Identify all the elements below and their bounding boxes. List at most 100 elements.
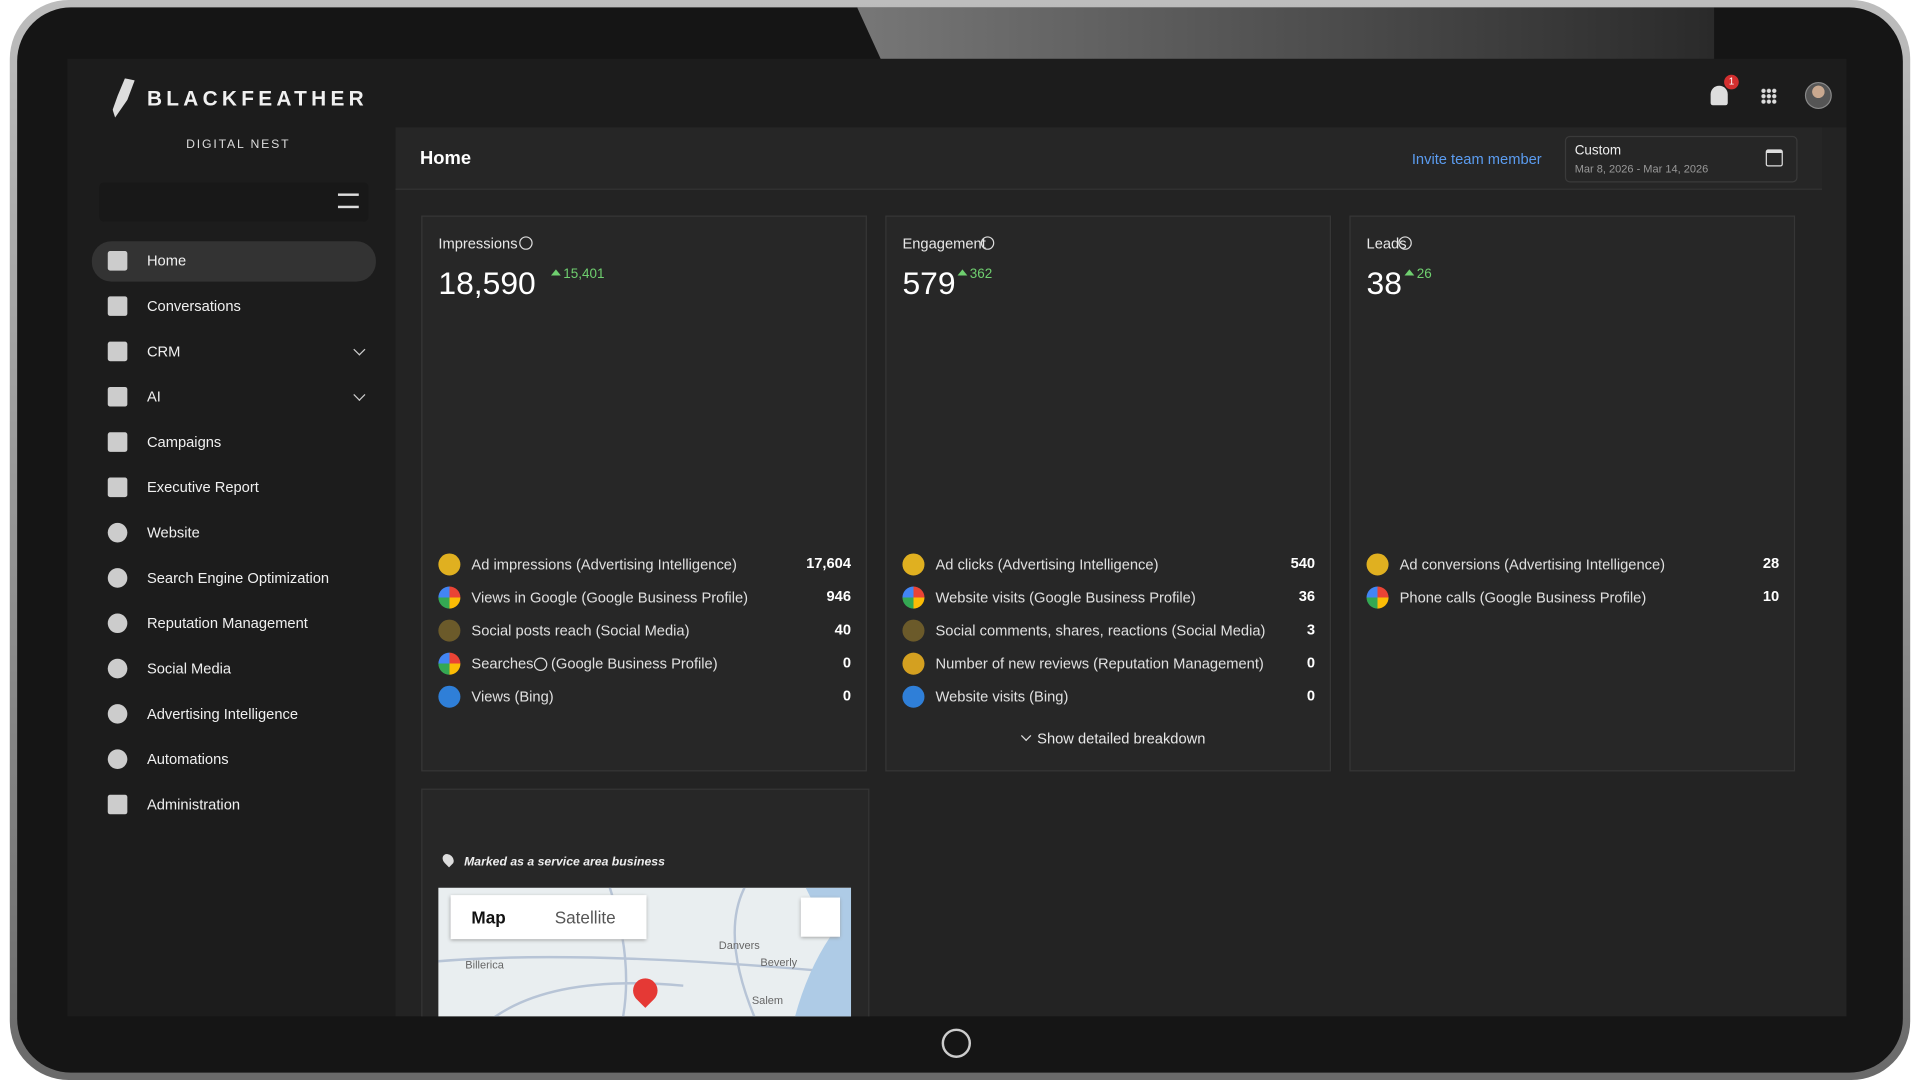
source-value: 0 — [842, 653, 852, 672]
source-icon — [902, 685, 925, 708]
source-label: Social posts reach (Social Media) — [471, 622, 690, 640]
nav-icon — [107, 341, 128, 362]
nav-icon — [107, 568, 128, 588]
nav-icon — [107, 749, 128, 769]
source-label: Website visits (Bing) — [935, 688, 1069, 706]
source-value: 0 — [842, 686, 852, 705]
metric-card — [885, 215, 1332, 772]
map-place: Billerica — [465, 958, 504, 972]
notification-badge — [1724, 74, 1739, 90]
source-value: 10 — [1762, 587, 1780, 605]
source-label: (Google Business Profile) — [551, 655, 718, 673]
source-icon — [1366, 586, 1389, 609]
date-picker[interactable] — [1564, 135, 1798, 183]
nav-icon — [107, 296, 128, 316]
info-icon — [980, 236, 995, 250]
source-icon — [902, 553, 925, 576]
card-change: 26 — [1416, 266, 1432, 282]
info-icon — [519, 236, 533, 250]
metric-card — [1349, 215, 1796, 772]
source-icon — [438, 586, 461, 609]
source-icon — [438, 619, 461, 642]
nav-item[interactable]: Administration — [146, 795, 241, 814]
nav-icon — [107, 386, 128, 407]
apps-grid[interactable] — [1760, 88, 1777, 105]
date-label: Custom — [1574, 143, 1622, 158]
source-value: 3 — [1306, 620, 1316, 638]
nav-item[interactable]: Executive Report — [146, 478, 259, 496]
card-change: 15,401 — [563, 266, 605, 282]
nav-item[interactable]: AI — [146, 388, 161, 406]
source-label: Searches — [471, 655, 534, 673]
source-icon — [438, 553, 461, 576]
source-value: 0 — [1306, 653, 1316, 672]
nav-icon — [107, 477, 128, 498]
notification-bell[interactable] — [1710, 85, 1728, 106]
calendar-icon[interactable] — [1765, 149, 1783, 167]
source-value: 946 — [826, 587, 852, 605]
map-place: Danvers — [718, 939, 760, 952]
card-total: 579 — [902, 264, 956, 302]
map-place: Salem — [751, 994, 784, 1007]
source-icon — [902, 619, 925, 642]
nav-icon — [107, 251, 128, 271]
source-icon — [438, 652, 461, 675]
change-arrow — [551, 269, 561, 276]
source-value: 28 — [1762, 554, 1780, 572]
source-value: 17,604 — [806, 554, 852, 572]
card-total: 38 — [1366, 264, 1402, 302]
account-switcher[interactable] — [99, 182, 369, 222]
nav-item[interactable]: Website — [146, 524, 200, 542]
nav-icon — [107, 613, 128, 634]
fullscreen-button[interactable] — [800, 897, 841, 937]
breakdown-toggle[interactable]: Show detailed breakdown — [1037, 729, 1206, 747]
change-arrow — [1404, 269, 1415, 276]
source-label: Ad impressions (Advertising Intelligence… — [471, 555, 737, 574]
card-title: Impressions — [438, 235, 518, 253]
map-tab[interactable]: Map — [471, 907, 506, 927]
source-value: 540 — [1290, 554, 1316, 572]
source-label: Ad clicks (Advertising Intelligence) — [935, 555, 1159, 574]
invite-link[interactable]: Invite team member — [1411, 150, 1542, 168]
card-title: Engagement — [902, 235, 986, 253]
nav-icon — [107, 432, 128, 452]
nav-item[interactable]: Home — [146, 252, 187, 270]
nav-active — [91, 241, 376, 282]
nav-item[interactable]: Reputation Management — [146, 614, 308, 632]
map[interactable] — [438, 887, 852, 1017]
switch-icon[interactable] — [337, 193, 359, 209]
source-label: Views (Bing) — [471, 688, 554, 706]
metric-card — [421, 215, 867, 772]
glare — [857, 7, 1715, 64]
nav-item[interactable]: Conversations — [146, 297, 241, 315]
notification-count: 1 — [1728, 75, 1735, 87]
nav-icon — [107, 794, 128, 815]
date-range: Mar 8, 2026 - Mar 14, 2026 — [1574, 162, 1709, 176]
source-value: 0 — [1306, 686, 1316, 705]
page-header — [395, 127, 1823, 190]
nav-item[interactable]: Advertising Intelligence — [146, 705, 299, 723]
source-label: Social comments, shares, reactions (Soci… — [935, 622, 1266, 640]
source-value: 40 — [834, 620, 852, 638]
card-total: 18,590 — [438, 264, 536, 302]
page-title: Home — [420, 148, 472, 169]
nav-icon — [107, 704, 128, 724]
nav-item[interactable]: CRM — [146, 342, 181, 361]
nav-item[interactable]: Automations — [146, 750, 229, 768]
map-tab[interactable]: Satellite — [554, 907, 616, 927]
source-value: 36 — [1298, 587, 1316, 605]
source-label: Views in Google (Google Business Profile… — [471, 588, 749, 607]
nav-item[interactable]: Campaigns — [146, 433, 222, 451]
source-label: Website visits (Google Business Profile) — [935, 588, 1196, 607]
source-icon — [902, 652, 925, 675]
source-label: Phone calls (Google Business Profile) — [1399, 588, 1647, 607]
avatar[interactable] — [1804, 82, 1832, 109]
nav-icon — [107, 658, 128, 679]
power-button[interactable] — [941, 1028, 972, 1058]
source-icon — [902, 586, 925, 609]
map-place: Beverly — [760, 956, 798, 969]
source-icon — [438, 685, 461, 708]
nav-item[interactable]: Search Engine Optimization — [146, 569, 330, 587]
nav-item[interactable]: Social Media — [146, 660, 232, 678]
